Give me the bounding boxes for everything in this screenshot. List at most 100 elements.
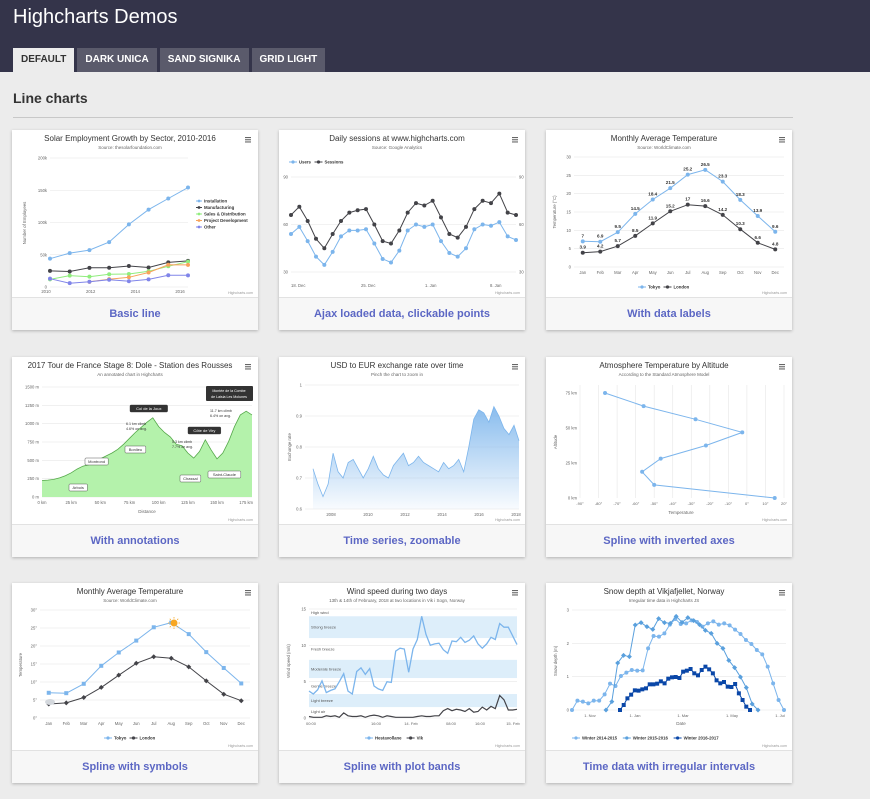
- data-point[interactable]: [661, 620, 667, 626]
- data-point[interactable]: [297, 204, 302, 209]
- data-point[interactable]: [703, 664, 708, 669]
- chart-area[interactable]: 2017 Tour de France Stage 8: Dole - Stat…: [12, 357, 258, 524]
- card-caption[interactable]: Time series, zoomable: [279, 524, 525, 558]
- series-line[interactable]: [582, 204, 776, 254]
- data-point[interactable]: [652, 482, 657, 487]
- data-point[interactable]: [755, 214, 760, 219]
- chart-svg[interactable]: Atmosphere Temperature by Altitude Accord…: [546, 357, 792, 524]
- data-point[interactable]: [702, 627, 708, 633]
- data-point[interactable]: [667, 620, 673, 626]
- data-point[interactable]: [186, 259, 190, 264]
- data-point[interactable]: [67, 251, 72, 256]
- data-point[interactable]: [650, 221, 655, 226]
- data-point[interactable]: [710, 671, 715, 676]
- data-point[interactable]: [720, 212, 725, 217]
- data-point[interactable]: [489, 201, 493, 206]
- data-point[interactable]: [703, 204, 708, 209]
- data-point[interactable]: [621, 703, 626, 707]
- data-point[interactable]: [615, 660, 621, 666]
- data-point[interactable]: [699, 668, 704, 672]
- data-point[interactable]: [570, 708, 574, 712]
- data-point[interactable]: [625, 696, 630, 701]
- data-point[interactable]: [505, 234, 510, 239]
- data-point[interactable]: [305, 218, 310, 223]
- data-point[interactable]: [397, 228, 402, 233]
- data-point[interactable]: [168, 655, 174, 661]
- data-point[interactable]: [414, 222, 418, 227]
- data-point[interactable]: [580, 699, 585, 704]
- data-point[interactable]: [447, 251, 452, 255]
- data-point[interactable]: [87, 279, 92, 284]
- data-point[interactable]: [608, 681, 613, 686]
- annotation-montee[interactable]: [206, 386, 253, 401]
- data-point[interactable]: [107, 277, 112, 282]
- demo-card[interactable]: Atmosphere Temperature by Altitude Accord…: [546, 357, 792, 557]
- data-point[interactable]: [670, 675, 674, 680]
- data-point[interactable]: [685, 202, 690, 207]
- data-point[interactable]: [238, 698, 244, 704]
- data-point[interactable]: [736, 691, 741, 696]
- data-point[interactable]: [439, 215, 443, 220]
- data-point[interactable]: [691, 618, 697, 624]
- data-point[interactable]: [632, 622, 638, 628]
- chart-svg[interactable]: USD to EUR exchange rate over time Pinch …: [279, 357, 525, 524]
- data-point[interactable]: [464, 246, 468, 251]
- data-point[interactable]: [733, 682, 738, 686]
- data-point[interactable]: [505, 210, 510, 215]
- series-line[interactable]: [604, 392, 775, 499]
- data-point[interactable]: [740, 430, 745, 435]
- data-point[interactable]: [737, 674, 743, 680]
- data-point[interactable]: [347, 228, 352, 233]
- data-point[interactable]: [81, 681, 86, 686]
- data-point[interactable]: [126, 264, 131, 269]
- data-point[interactable]: [314, 254, 318, 259]
- data-point[interactable]: [455, 254, 460, 259]
- data-point[interactable]: [597, 698, 602, 703]
- data-point[interactable]: [666, 676, 671, 681]
- data-point[interactable]: [314, 236, 318, 241]
- data-point[interactable]: [640, 687, 645, 692]
- data-point[interactable]: [684, 668, 689, 673]
- chart-svg[interactable]: Monthly Average Temperature Source: World…: [12, 583, 258, 750]
- data-point[interactable]: [186, 632, 191, 637]
- data-point[interactable]: [472, 207, 477, 212]
- tab-default[interactable]: DEFAULT: [13, 48, 75, 72]
- data-point[interactable]: [677, 676, 682, 680]
- data-point[interactable]: [126, 275, 131, 280]
- data-point[interactable]: [658, 679, 663, 684]
- tab-dark-unica[interactable]: DARK UNICA: [77, 48, 157, 72]
- data-point[interactable]: [685, 615, 691, 621]
- demo-card[interactable]: 2017 Tour de France Stage 8: Dole - Stat…: [12, 357, 258, 557]
- demo-card[interactable]: USD to EUR exchange rate over time Pinch …: [279, 357, 525, 557]
- data-point[interactable]: [629, 668, 634, 672]
- data-point[interactable]: [586, 701, 591, 706]
- data-point[interactable]: [708, 630, 714, 636]
- data-point[interactable]: [480, 222, 485, 227]
- data-point[interactable]: [651, 634, 656, 638]
- data-point[interactable]: [87, 274, 92, 279]
- demo-card[interactable]: Daily sessions at www.highcharts.com Sour…: [279, 130, 525, 330]
- data-point[interactable]: [765, 664, 770, 669]
- menu-icon[interactable]: [512, 137, 518, 143]
- data-point[interactable]: [673, 675, 678, 679]
- data-point[interactable]: [397, 248, 402, 253]
- card-caption[interactable]: Spline with plot bands: [279, 750, 525, 784]
- data-point[interactable]: [633, 233, 638, 238]
- data-point[interactable]: [497, 191, 502, 196]
- demo-card[interactable]: Monthly Average Temperature Source: World…: [12, 583, 258, 783]
- data-point[interactable]: [99, 663, 104, 668]
- chart-area[interactable]: USD to EUR exchange rate over time Pinch …: [279, 357, 525, 524]
- menu-icon[interactable]: [512, 364, 518, 370]
- series-line[interactable]: [49, 274, 189, 284]
- data-point[interactable]: [186, 185, 190, 190]
- data-point[interactable]: [720, 179, 725, 184]
- data-point[interactable]: [322, 262, 327, 267]
- data-point[interactable]: [322, 246, 327, 251]
- data-point[interactable]: [635, 668, 640, 673]
- data-point[interactable]: [126, 279, 131, 284]
- data-point[interactable]: [658, 456, 663, 461]
- data-point[interactable]: [685, 172, 690, 177]
- data-point[interactable]: [239, 681, 244, 686]
- tab-sand-signika[interactable]: SAND SIGNIKA: [159, 48, 249, 72]
- data-point[interactable]: [703, 167, 708, 172]
